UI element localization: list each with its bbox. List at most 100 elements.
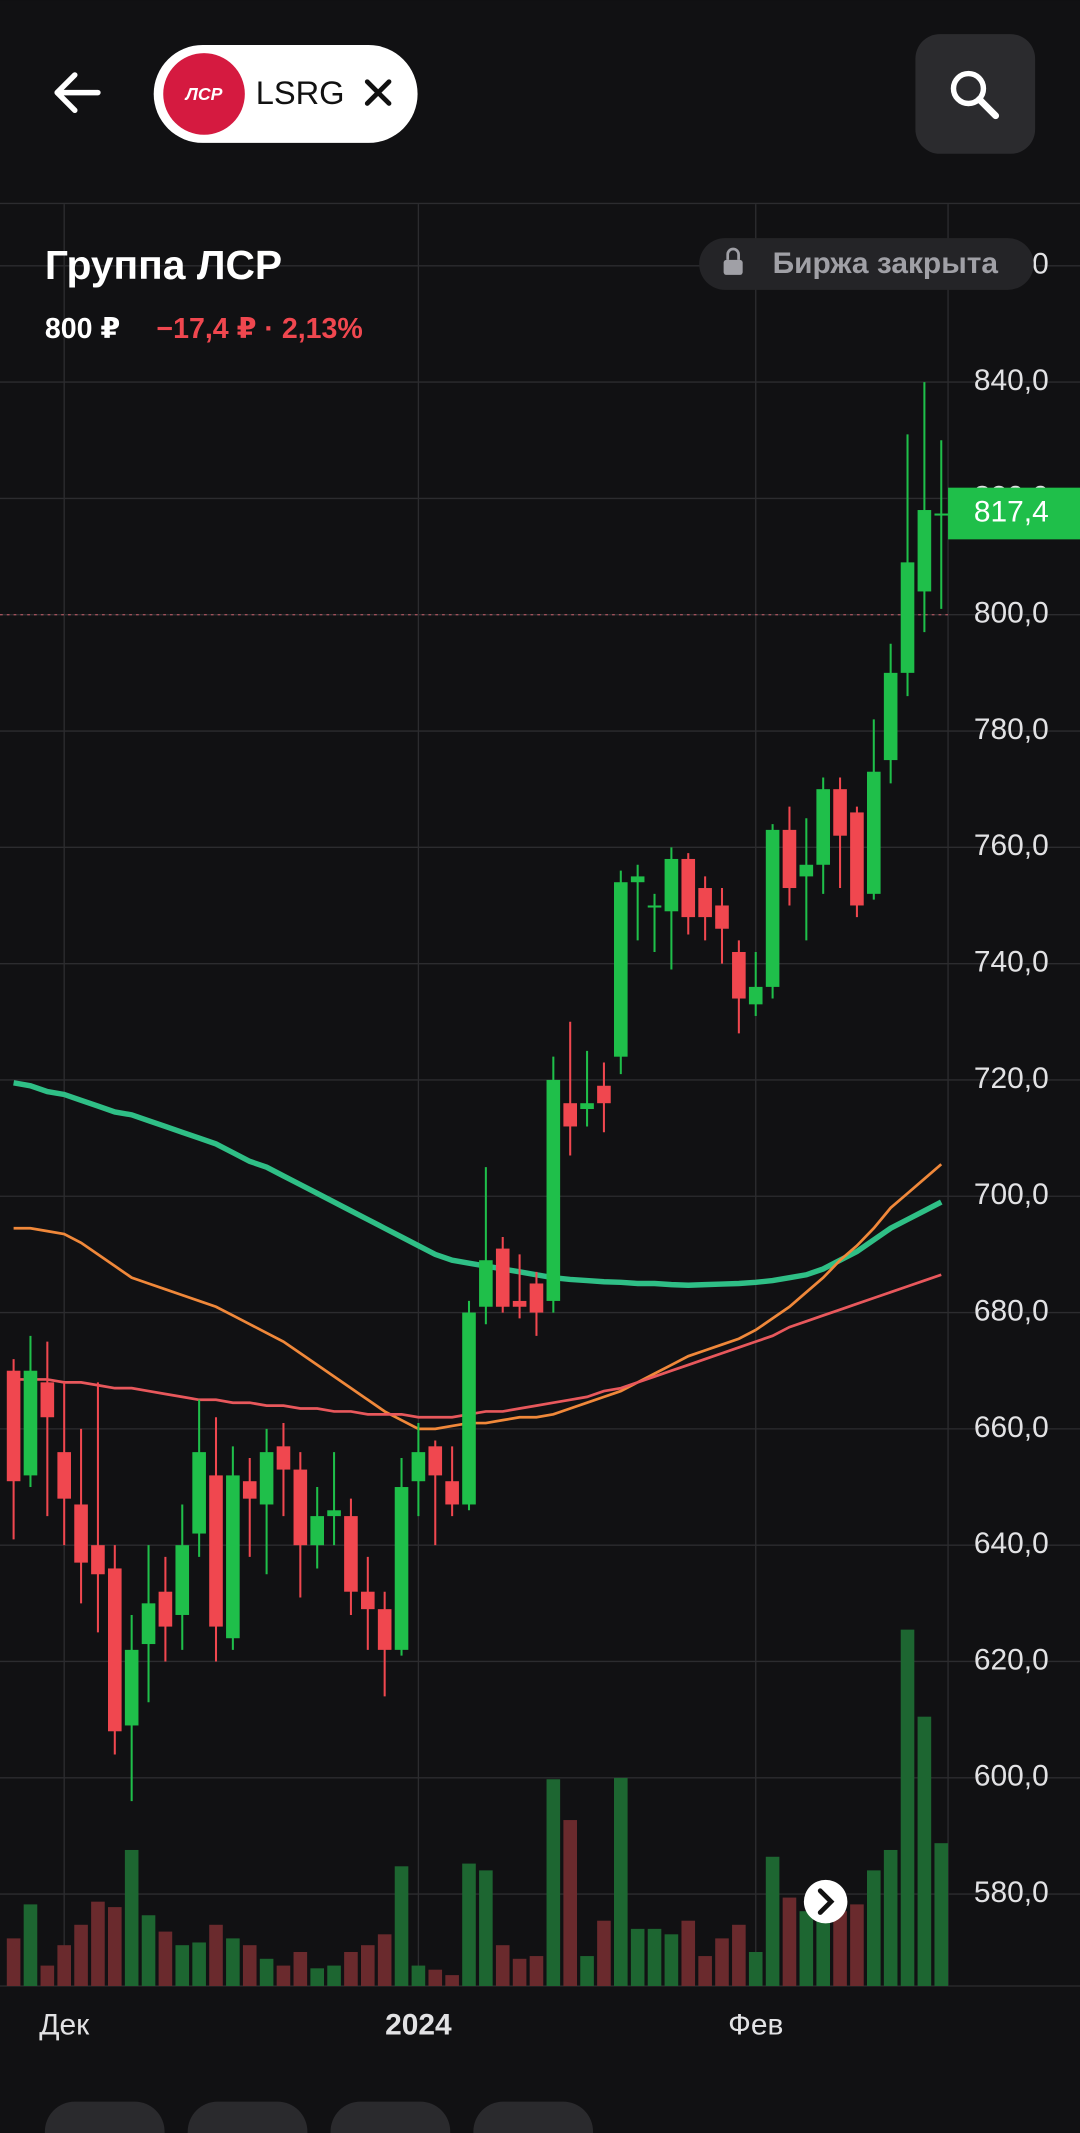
candle-body: [242, 1481, 257, 1499]
ticker-chip[interactable]: ЛСР LSRG: [153, 44, 418, 143]
candle-body: [108, 1568, 122, 1732]
volume-bar: [57, 1945, 72, 1986]
candle-body: [226, 1475, 240, 1639]
candle-body: [782, 829, 797, 889]
volume-bar: [732, 1924, 746, 1986]
y-tick-label: 680,0: [974, 1294, 1049, 1327]
volume-bar: [226, 1938, 240, 1986]
volume-bar: [681, 1920, 696, 1986]
lock-shackle: [726, 247, 740, 260]
ticker: LSRG: [256, 74, 345, 111]
candle-body: [192, 1452, 206, 1534]
y-tick-label: 700,0: [974, 1178, 1049, 1211]
volume-bar: [344, 1951, 358, 1986]
volume-bar: [866, 1870, 881, 1986]
volume-bar: [293, 1951, 308, 1986]
last-price-label: 817,4: [974, 495, 1049, 528]
volume-bar: [748, 1951, 763, 1986]
volume-bar: [479, 1870, 493, 1986]
volume-bar: [597, 1920, 611, 1986]
volume-bar: [883, 1849, 898, 1986]
volume-bar: [377, 1934, 392, 1986]
tab[interactable]: [473, 2101, 594, 2133]
volume-bar: [108, 1907, 122, 1986]
candle-body: [6, 1370, 21, 1482]
volume-bar: [715, 1938, 729, 1986]
candle-body: [664, 858, 679, 912]
candle-body: [276, 1446, 291, 1470]
volume-bar: [242, 1945, 257, 1986]
chart: 580,0 600,0 620,0 640,0 660,0 680,0 700,0 720,0…: [0, 204, 1080, 2042]
candle-body: [934, 513, 949, 516]
volume-bar: [546, 1779, 561, 1986]
candle-body: [209, 1475, 223, 1627]
x-tick-label: 2024: [385, 2009, 452, 2042]
volume-bar: [175, 1945, 190, 1986]
tab[interactable]: [44, 2101, 165, 2133]
volume-bar: [23, 1904, 38, 1986]
candle-body: [900, 562, 915, 673]
volume-bar: [327, 1965, 341, 1986]
candle-body: [259, 1452, 274, 1505]
volume-bar: [6, 1938, 21, 1986]
volume-bar: [934, 1843, 949, 1986]
candle-body: [850, 812, 864, 906]
info-overlay: Группа ЛСР 800 ₽ −17,4 ₽ · 2,13% Биржа з…: [45, 238, 1034, 345]
candle-body: [597, 1085, 611, 1104]
tab[interactable]: [187, 2101, 308, 2133]
candle-body: [124, 1649, 139, 1726]
volume-bar: [428, 1969, 443, 1986]
candle-body: [765, 829, 780, 987]
candle-body: [715, 905, 729, 929]
search-button[interactable]: [915, 34, 1036, 154]
candle-body: [681, 858, 696, 918]
candle-body: [748, 986, 763, 1005]
candle-body: [647, 905, 662, 908]
candle-body: [866, 771, 881, 894]
candle-body: [411, 1452, 426, 1482]
tab[interactable]: [330, 2101, 451, 2133]
back-arrow: [54, 72, 101, 113]
chevron: [817, 1888, 835, 1915]
volume-bar: [563, 1820, 577, 1986]
back-button[interactable]: [54, 72, 101, 113]
volume-bar: [495, 1945, 510, 1986]
close-icon[interactable]: [364, 79, 392, 106]
price-change: −17,4 ₽ · 2,13%: [156, 313, 362, 345]
x-tick-label: Дек: [39, 2009, 90, 2042]
search-bg: [915, 34, 1036, 154]
candle-body: [917, 510, 932, 592]
y-tick-label: 580,0: [974, 1876, 1049, 1909]
volume-bar: [799, 1911, 814, 1986]
candle-body: [394, 1487, 409, 1650]
moving-average: [13, 1080, 943, 1288]
candle-body: [495, 1248, 510, 1307]
lock-icon: [723, 259, 743, 275]
y-tick-label: 640,0: [974, 1527, 1049, 1560]
price: 800 ₽: [45, 313, 120, 345]
volume-bar: [209, 1924, 223, 1986]
moving-average: [13, 1273, 942, 1419]
volume-bar: [310, 1968, 324, 1986]
volume-bar: [664, 1934, 679, 1986]
logo: [163, 53, 245, 135]
y-tick-label: 660,0: [974, 1411, 1049, 1444]
scroll-button[interactable]: [803, 1879, 848, 1924]
volume-bar: [40, 1965, 55, 1986]
candle-body: [630, 876, 645, 883]
volume-bar: [580, 1956, 594, 1986]
last-price-badge: [948, 487, 1080, 540]
candle-body: [293, 1469, 308, 1546]
x-tick-label: Фев: [728, 2009, 783, 2042]
candle-body: [57, 1452, 72, 1499]
volume-bar: [698, 1956, 712, 1986]
status-text: Биржа закрыта: [773, 247, 999, 280]
volume-bar: [613, 1777, 628, 1986]
volume-bar: [647, 1928, 662, 1986]
volume-bar: [192, 1942, 206, 1986]
volume-bar: [124, 1849, 139, 1986]
volume-bar: [74, 1924, 88, 1986]
volume-bar: [833, 1911, 847, 1986]
y-tick-label: 720,0: [974, 1062, 1049, 1095]
